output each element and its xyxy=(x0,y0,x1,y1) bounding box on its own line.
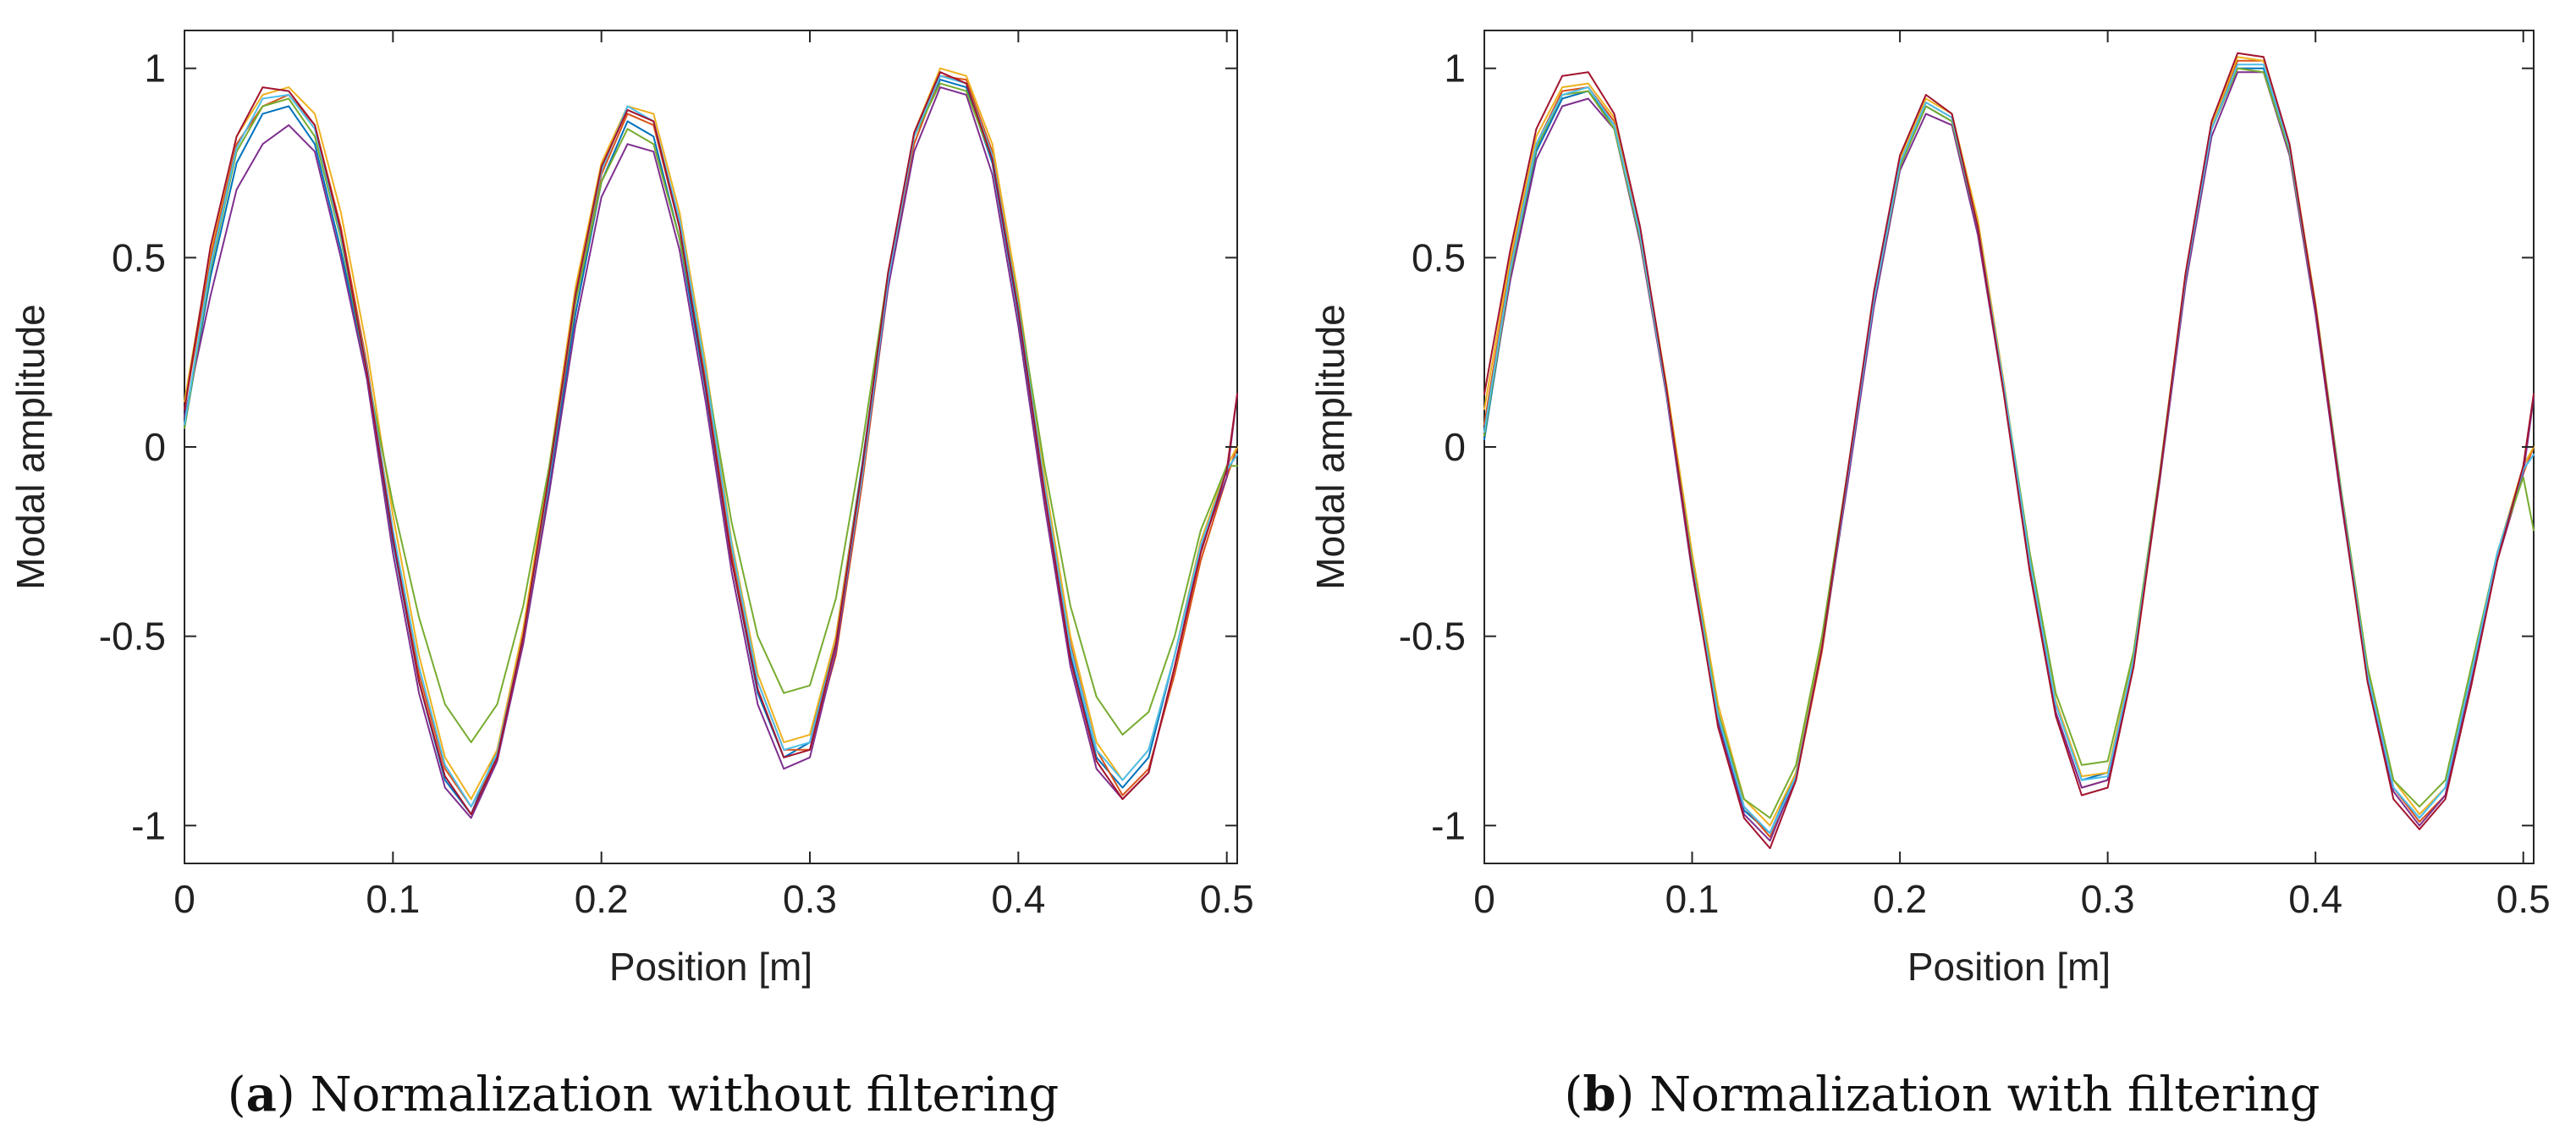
x-tick-label-b-0: 0 xyxy=(1473,877,1495,921)
chart-panel-b: 0 0.1 0.2 0.3 0.4 0.5 1 0.5 0 -0.5 -1 Position [m] M… xyxy=(1308,30,2551,1122)
x-tick-label-a-2: 0.2 xyxy=(575,877,629,921)
caption-text-a: Normalization without filtering xyxy=(311,1067,1060,1122)
y-tick-label-b-1: 0.5 xyxy=(1412,235,1466,279)
caption-letter-b: b xyxy=(1582,1067,1616,1122)
x-tick-label-b-1: 0.1 xyxy=(1665,877,1720,921)
chart-panel-a: 0 0.1 0.2 0.3 0.4 0.5 1 0.5 0 -0.5 -1 Position [m] M… xyxy=(8,30,1254,1122)
y-tick-label-b-4: -1 xyxy=(1431,803,1466,847)
series-line-b-7 xyxy=(1483,52,2535,850)
x-tick-label-a-4: 0.4 xyxy=(991,877,1045,921)
y-axis-label-a: Modal amplitude xyxy=(8,304,52,590)
plot-area-a xyxy=(184,30,1238,864)
x-axis-label-b: Position [m] xyxy=(1907,945,2111,989)
x-tick-label-a-5: 0.5 xyxy=(1200,877,1254,921)
y-axis-label-b: Modal amplitude xyxy=(1308,304,1352,590)
x-tick-label-b-3: 0.3 xyxy=(2081,877,2135,921)
y-tick-label-b-2: 0 xyxy=(1444,425,1466,469)
x-tick-label-b-5: 0.5 xyxy=(2496,877,2551,921)
x-tick-label-b-2: 0.2 xyxy=(1873,877,1927,921)
y-tick-label-a-1: 0.5 xyxy=(112,235,166,279)
y-tick-label-a-4: -1 xyxy=(131,803,166,847)
y-tick-label-a-0: 1 xyxy=(144,47,166,91)
y-tick-label-b-3: -0.5 xyxy=(1399,615,1466,659)
series-line-a-4 xyxy=(184,86,1238,819)
caption-a: (a) Normalization without filtering xyxy=(228,1067,1060,1122)
plot-area-b xyxy=(1483,30,2535,864)
y-tick-label-a-2: 0 xyxy=(144,425,166,469)
caption-text-b: Normalization with filtering xyxy=(1649,1067,2320,1122)
x-tick-label-a-0: 0 xyxy=(173,877,195,921)
y-tick-label-a-3: -0.5 xyxy=(99,615,166,659)
x-tick-label-b-4: 0.4 xyxy=(2288,877,2342,921)
caption-b: (b) Normalization with filtering xyxy=(1564,1067,2320,1122)
series-line-a-7 xyxy=(184,71,1238,815)
y-tick-label-b-0: 1 xyxy=(1444,47,1466,91)
x-tick-label-a-1: 0.1 xyxy=(366,877,420,921)
caption-letter-a: a xyxy=(246,1067,277,1122)
x-axis-label-a: Position [m] xyxy=(609,945,812,989)
x-tick-label-a-3: 0.3 xyxy=(783,877,837,921)
